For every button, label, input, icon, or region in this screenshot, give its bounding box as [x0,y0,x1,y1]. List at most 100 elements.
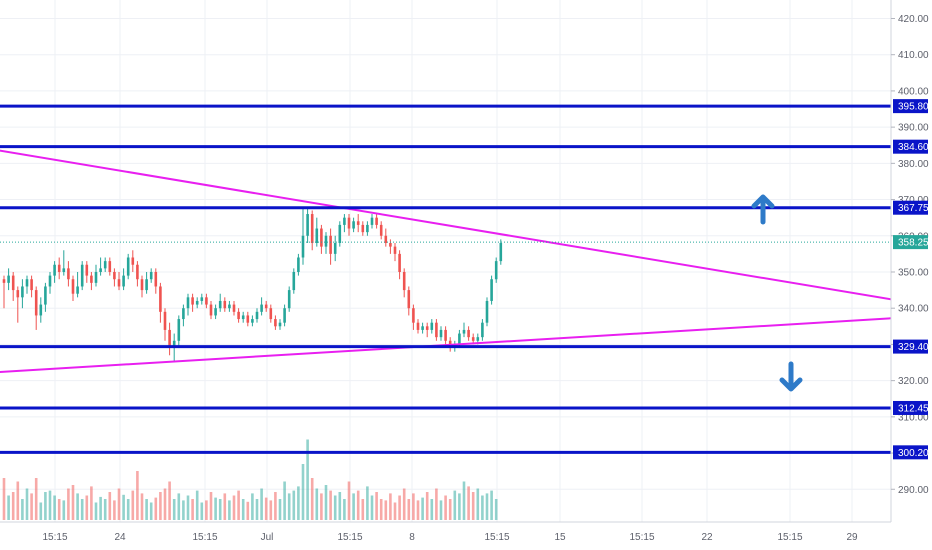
candle-body [292,271,296,291]
candle [140,275,144,298]
volume-bar [140,493,144,520]
volume-bar [356,490,360,520]
candle-body [39,304,43,316]
candle-body [76,286,79,294]
level-price-tag: 367.75 [893,200,929,215]
candle-body [278,322,282,327]
candle-body [154,271,158,287]
volume-bar [476,488,480,520]
volume-bar [67,488,70,520]
arrow-up-icon [751,194,775,225]
candle [287,286,291,312]
volume-bar [163,488,167,520]
candle-body [21,286,24,298]
candle-body [191,297,194,305]
candle-body [177,319,181,341]
candle [393,243,397,262]
candle-body [476,337,480,341]
candle [297,253,300,276]
volume-bar [108,492,112,520]
volume-bar [136,471,139,520]
volume-bar [393,502,397,520]
candle [421,322,424,334]
candle-body [71,279,75,294]
candle [485,297,489,327]
volume-bar [177,493,181,520]
x-tick-label: 29 [846,532,858,543]
price-tag-label: 367.75 [898,203,929,214]
candle [103,257,107,272]
y-tick-label: 380.00 [898,159,929,170]
volume-bar [375,492,378,520]
candle [186,293,190,316]
candle [425,322,429,338]
volume-bar [412,493,415,520]
candle [306,206,309,244]
candle [209,300,213,320]
candle [228,300,231,312]
candle-body [103,261,107,269]
candle-body [264,304,268,309]
volume-bar [448,499,452,520]
candle-body [329,235,332,254]
candle-body [356,221,360,225]
candle-body [16,290,20,298]
volume-bar [186,495,190,520]
x-tick-label: 15:15 [484,532,509,543]
candle [34,286,38,330]
level-price-tag: 329.40 [893,339,929,354]
volume-bar [264,497,268,520]
candle [274,315,277,330]
volume-bar [297,486,300,520]
volume-bar [80,499,84,520]
candle [21,279,24,309]
candle-body [108,261,112,272]
candle-body [30,279,33,291]
candle-body [425,326,429,330]
candle [347,214,351,236]
volume-bar [228,500,231,520]
volume-bar [94,502,98,520]
candle [71,275,75,301]
y-tick-label: 350.00 [898,267,929,278]
volume-bar [90,486,93,520]
volume-bar [481,495,484,520]
y-tick-label: 410.00 [898,50,929,61]
y-tick-label: 340.00 [898,304,929,315]
candle-body [412,308,415,323]
candle [149,268,153,283]
candle [62,250,66,276]
candle-body [182,308,185,320]
candle [494,257,498,283]
candle [384,228,388,247]
volume-bar [126,499,130,520]
volume-bar [425,492,429,520]
candle-body [481,322,484,338]
candle-body [214,308,217,316]
volume-bar [352,493,355,520]
price-tag-label: 384.60 [898,142,929,153]
price-tag-label: 329.40 [898,342,929,353]
volume-bar [287,493,291,520]
candle [76,271,79,298]
candle-body [347,217,351,229]
candle-body [172,340,176,349]
volume-bar [159,492,162,520]
volume-bar [458,493,461,520]
candle [136,261,139,287]
volume-bars [2,439,498,520]
candle-body [306,214,309,236]
candle [113,268,116,287]
volume-bar [306,439,309,520]
candle [255,308,259,323]
candle [159,282,162,323]
y-tick-label: 400.00 [898,86,929,97]
candle [315,217,319,247]
x-tick-labels: 15:15 24 15:15 Jul 15:15 8 15:15 15 15:15 22 15:15… [42,532,858,543]
volume-bar [149,502,153,520]
candle [168,322,171,356]
volume-bar [453,490,457,520]
candle-body [494,261,498,280]
candle-body [421,326,424,330]
